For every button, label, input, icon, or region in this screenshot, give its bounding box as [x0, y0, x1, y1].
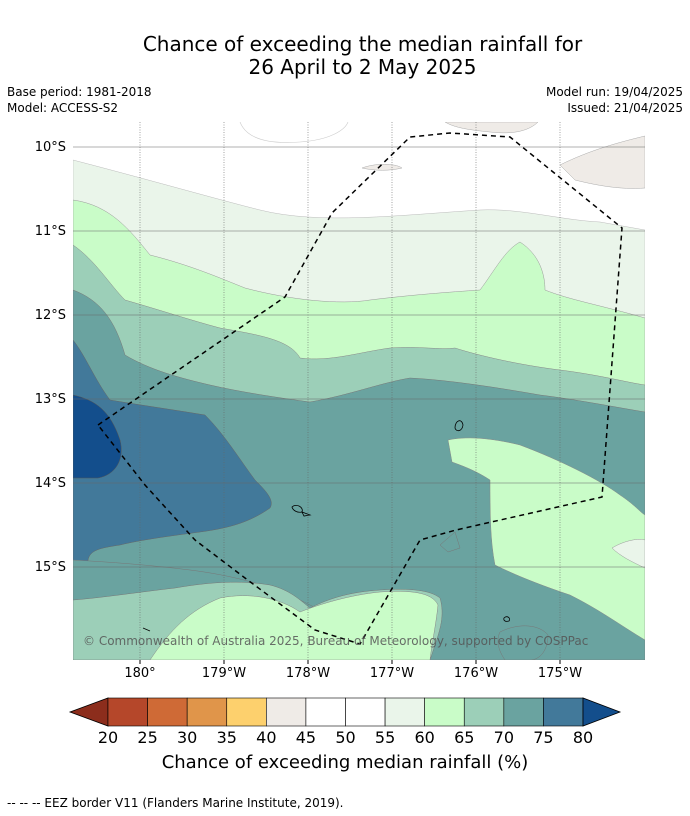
base-period: Base period: 1981-2018	[7, 85, 152, 99]
lon-label: 176°W	[454, 666, 498, 681]
colorbar-tick-label: 45	[295, 728, 317, 747]
colorbar-segment	[226, 697, 267, 727]
colorbar-segment	[543, 697, 584, 727]
map-title-line2: 26 April to 2 May 2025	[248, 55, 477, 79]
colorbar-tick-label: 35	[216, 728, 237, 747]
eez-border	[96, 132, 623, 645]
lat-label: 11°S	[35, 224, 66, 239]
colorbar-segment	[463, 697, 505, 727]
colorbar-segment	[147, 697, 188, 727]
lon-label: 180°	[124, 666, 155, 681]
top-patch-45-50c	[361, 164, 403, 171]
colorbar-tick-label: 80	[572, 728, 594, 747]
colorbar-tick-label: 25	[137, 728, 158, 747]
probability-field	[73, 122, 645, 660]
model-run: Model run: 19/04/2025	[545, 85, 683, 99]
colorbar-segment	[107, 697, 148, 727]
lat-label: 13°S	[35, 392, 66, 407]
lower-band-60-65	[149, 591, 439, 660]
colorbar	[68, 697, 622, 727]
top-contour-line	[239, 122, 349, 143]
lat-label: 15°S	[35, 560, 66, 575]
island-lines	[142, 420, 510, 632]
colorbar-segment	[266, 697, 307, 727]
lat-label: 10°S	[35, 140, 66, 155]
top-patch-45-50b	[444, 122, 539, 134]
colorbar-tick-label: 50	[335, 728, 356, 747]
colorbar-tick-label: 40	[256, 728, 277, 747]
map-title-line1: Chance of exceeding the median rainfall …	[142, 32, 583, 56]
colorbar-tick-label: 30	[176, 728, 198, 747]
meta-right: Model run: 19/04/2025 Issued: 21/04/2025	[546, 84, 683, 116]
colorbar-segment	[345, 697, 386, 727]
band-above-80	[73, 394, 122, 479]
colorbar-segment	[424, 697, 465, 727]
copyright-note: © Commonwealth of Australia 2025, Bureau…	[83, 634, 588, 648]
lon-ticks	[139, 660, 561, 664]
lat-labels: 10°S 11°S 12°S 13°S 14°S 15°S	[35, 140, 66, 575]
colorbar-tick-label: 20	[97, 728, 119, 747]
east-pocket-55-60	[611, 539, 645, 569]
lon-labels: 180° 179°W 178°W 177°W 176°W 175°W	[124, 666, 582, 681]
model-name: Model: ACCESS-S2	[7, 101, 119, 115]
eez-legend-note: -- -- -- EEZ border V11 (Flanders Marine…	[7, 796, 344, 810]
colorbar-segment	[305, 697, 346, 727]
colorbar-extend-high	[582, 697, 622, 727]
band-75-80	[73, 339, 272, 591]
east-pocket-60-65	[447, 437, 645, 641]
colorbar-title: Chance of exceeding median rainfall (%)	[161, 752, 529, 773]
lon-label: 177°W	[370, 666, 414, 681]
colorbar-tick-label: 65	[454, 728, 475, 747]
colorbar-tick-label: 75	[533, 728, 554, 747]
colorbar-tick-label: 70	[493, 728, 514, 747]
colorbar-segment	[186, 697, 228, 727]
lat-label: 14°S	[35, 476, 66, 491]
lon-label: 179°W	[202, 666, 246, 681]
colorbar-tick-label: 55	[374, 728, 396, 747]
grid-lines	[73, 122, 645, 660]
meta-left: Base period: 1981-2018 Model: ACCESS-S2	[7, 84, 152, 116]
issued-date: Issued: 21/04/2025	[567, 101, 683, 115]
top-patch-45-50	[559, 135, 645, 189]
lon-label: 175°W	[538, 666, 582, 681]
island-patch-70-75	[439, 531, 461, 553]
colorbar-segment	[384, 697, 425, 727]
colorbar-tick-label: 60	[414, 728, 435, 747]
lat-label: 12°S	[35, 308, 66, 323]
lon-label: 178°W	[286, 666, 330, 681]
southeast-70-75	[497, 625, 549, 660]
colorbar-segment	[503, 697, 544, 727]
colorbar-extend-low	[68, 697, 109, 727]
